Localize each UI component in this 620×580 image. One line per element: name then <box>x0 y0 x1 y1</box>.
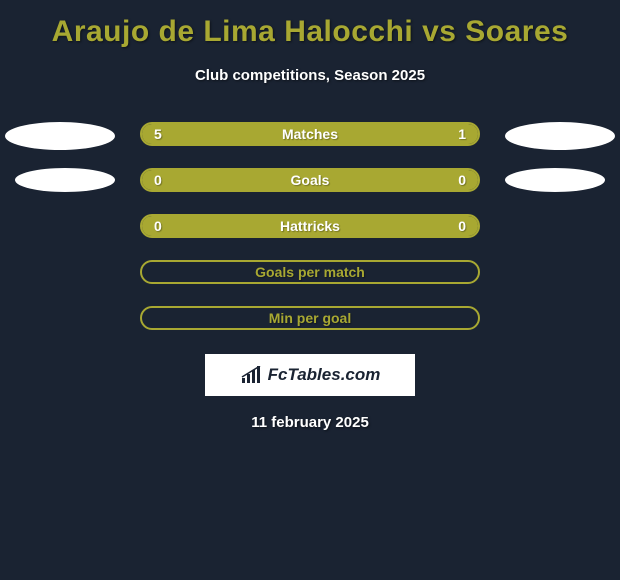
stat-value-right: 0 <box>458 172 466 188</box>
stat-bar-matches: 5 Matches 1 <box>140 122 480 146</box>
brand-label: FcTables.com <box>268 365 381 385</box>
page-subtitle: Club competitions, Season 2025 <box>195 67 425 84</box>
brand-text: FcTables.com <box>240 365 381 385</box>
stat-row: 0 Goals 0 <box>0 168 620 192</box>
main-container: Araujo de Lima Halocchi vs Soares Club c… <box>0 0 620 441</box>
stat-label: Hattricks <box>280 218 340 234</box>
stat-label: Goals <box>291 172 330 188</box>
stat-bar-hattricks: 0 Hattricks 0 <box>140 214 480 238</box>
stat-value-left: 0 <box>154 172 162 188</box>
stat-label: Goals per match <box>255 264 365 280</box>
stat-value-right: 0 <box>458 218 466 234</box>
stat-value-right: 1 <box>458 126 466 142</box>
footer-date: 11 february 2025 <box>251 414 369 431</box>
stat-bar-mpg: Min per goal <box>140 306 480 330</box>
stat-row: 5 Matches 1 <box>0 122 620 146</box>
stat-value-left: 0 <box>154 218 162 234</box>
stat-row: 0 Hattricks 0 <box>0 214 620 238</box>
stat-label: Matches <box>282 126 338 142</box>
stat-row: Min per goal <box>0 306 620 330</box>
stat-row: Goals per match <box>0 260 620 284</box>
bar-left-fill <box>142 124 411 144</box>
page-title: Araujo de Lima Halocchi vs Soares <box>52 15 569 49</box>
bar-right-fill <box>411 124 478 144</box>
stat-label: Min per goal <box>269 310 351 326</box>
stat-value-left: 5 <box>154 126 162 142</box>
stat-bar-gpm: Goals per match <box>140 260 480 284</box>
stat-bar-goals: 0 Goals 0 <box>140 168 480 192</box>
stats-area: 5 Matches 1 0 Goals 0 0 Hattricks 0 <box>0 122 620 352</box>
chart-icon <box>240 366 264 384</box>
brand-box: FcTables.com <box>205 354 415 396</box>
